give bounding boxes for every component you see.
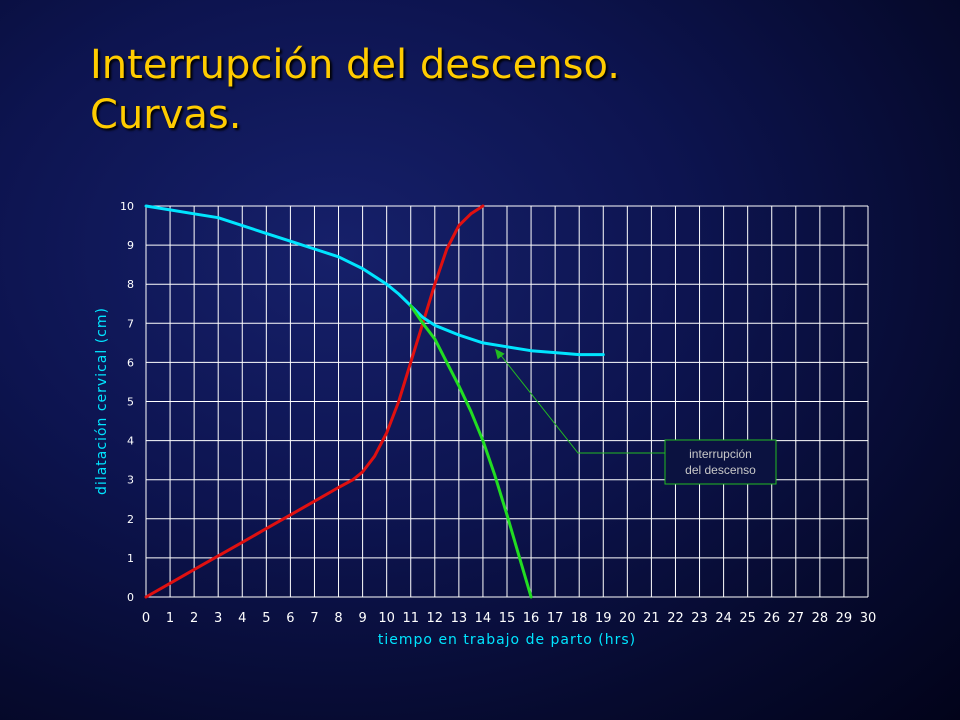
x-tick-label: 27 bbox=[788, 611, 805, 626]
annotation-leader-line bbox=[497, 351, 665, 454]
x-tick-label: 4 bbox=[238, 611, 246, 626]
x-tick-label: 30 bbox=[860, 611, 877, 626]
x-tick-label: 22 bbox=[667, 611, 684, 626]
x-tick-label: 20 bbox=[619, 611, 636, 626]
x-tick-label: 25 bbox=[739, 611, 756, 626]
x-tick-label: 23 bbox=[691, 611, 708, 626]
slide-title: Interrupción del descenso. Curvas. bbox=[90, 40, 620, 140]
title-line-2: Curvas. bbox=[90, 92, 242, 138]
x-tick-label: 18 bbox=[571, 611, 588, 626]
title-line-1: Interrupción del descenso. bbox=[90, 42, 620, 88]
x-tick-label: 6 bbox=[286, 611, 294, 626]
x-tick-label: 19 bbox=[595, 611, 612, 626]
y-tick-label: 3 bbox=[127, 474, 134, 487]
chart-series bbox=[144, 204, 605, 599]
x-tick-label: 12 bbox=[427, 611, 444, 626]
x-tick-label: 9 bbox=[358, 611, 366, 626]
y-tick-label: 0 bbox=[127, 591, 134, 604]
cyan-curve bbox=[144, 204, 605, 357]
x-tick-label: 1 bbox=[166, 611, 174, 626]
y-tick-label: 4 bbox=[127, 435, 134, 448]
y-tick-label: 10 bbox=[120, 200, 134, 213]
x-tick-label: 11 bbox=[402, 611, 419, 626]
x-tick-labels: 0 1 2 3 4 5 6 7 8 9 10 11 12 13 14 15 16 17 18 19 20 21 22 23 24… bbox=[142, 611, 876, 626]
annotation-text-line-2: del descenso bbox=[685, 463, 756, 477]
x-tick-label: 16 bbox=[523, 611, 540, 626]
x-axis-label: tiempo en trabajo de parto (hrs) bbox=[378, 632, 636, 648]
x-tick-label: 14 bbox=[475, 611, 492, 626]
x-tick-label: 15 bbox=[499, 611, 516, 626]
y-tick-labels: 0 1 2 3 4 5 6 7 8 9 10 bbox=[120, 200, 134, 604]
x-tick-label: 17 bbox=[547, 611, 564, 626]
y-tick-label: 6 bbox=[127, 356, 134, 369]
red-curve bbox=[144, 204, 485, 599]
annotation-group: interrupción del descenso bbox=[494, 348, 777, 485]
x-tick-label: 29 bbox=[836, 611, 853, 626]
x-tick-label: 24 bbox=[715, 611, 732, 626]
x-tick-label: 8 bbox=[334, 611, 342, 626]
chart-grid bbox=[145, 205, 869, 598]
y-tick-label: 2 bbox=[127, 513, 134, 526]
x-tick-label: 0 bbox=[142, 611, 150, 626]
annotation-box bbox=[664, 439, 777, 485]
y-axis-label: dilatación cervical (cm) bbox=[94, 307, 110, 495]
x-tick-label: 2 bbox=[190, 611, 198, 626]
y-tick-label: 1 bbox=[127, 552, 134, 565]
y-tick-label: 5 bbox=[127, 396, 134, 409]
x-tick-label: 7 bbox=[310, 611, 318, 626]
annotation-arrowhead bbox=[494, 348, 505, 360]
x-tick-label: 13 bbox=[451, 611, 468, 626]
annotation-text-line-1: interrupción bbox=[689, 447, 752, 461]
x-tick-label: 26 bbox=[763, 611, 780, 626]
x-tick-label: 3 bbox=[214, 611, 222, 626]
x-tick-label: 21 bbox=[643, 611, 660, 626]
y-tick-label: 8 bbox=[127, 278, 134, 291]
y-tick-label: 7 bbox=[127, 317, 134, 330]
y-tick-label: 9 bbox=[127, 239, 134, 252]
x-tick-label: 5 bbox=[262, 611, 270, 626]
green-curve bbox=[409, 304, 533, 599]
x-tick-label: 10 bbox=[378, 611, 395, 626]
x-tick-label: 28 bbox=[812, 611, 829, 626]
